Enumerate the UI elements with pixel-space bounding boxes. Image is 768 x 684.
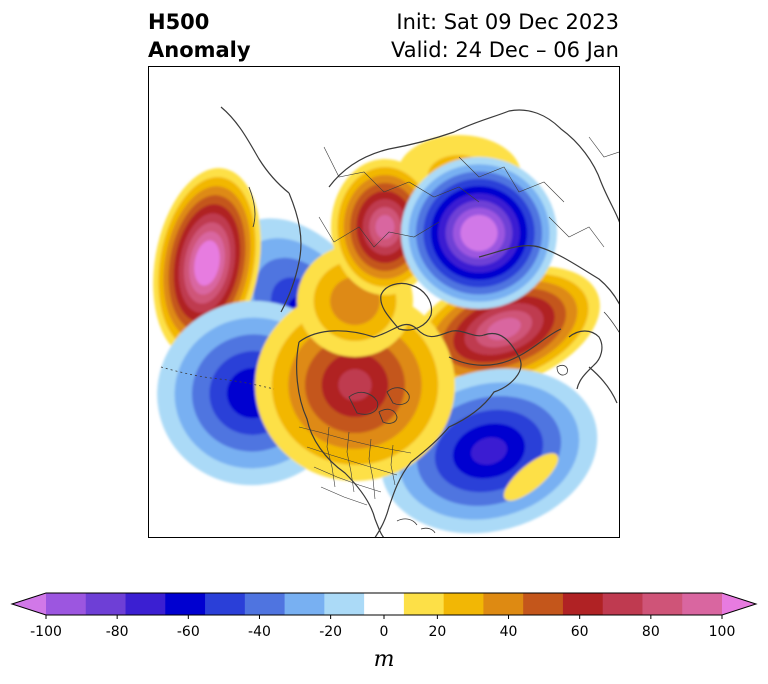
coastlines <box>160 106 619 537</box>
anomaly-band <box>467 222 491 244</box>
colorbar-tick-label: 40 <box>499 624 518 640</box>
colorbar-tick-label: -60 <box>176 624 200 640</box>
colorbar-segment <box>682 593 723 615</box>
colorbar-segment <box>443 593 484 615</box>
colorbar-segment <box>165 593 206 615</box>
colorbar-segment <box>562 593 604 615</box>
title-right: Init: Sat 09 Dec 2023 Valid: 24 Dec – 06… <box>391 8 619 64</box>
colorbar-tick-label: -100 <box>30 624 62 640</box>
colorbar-tick-label: -80 <box>105 624 129 640</box>
colorbar-segment <box>85 593 127 615</box>
title-left: H500 Anomaly <box>148 8 251 64</box>
anomaly-band <box>375 215 395 239</box>
colorbar-tick-label: -40 <box>248 624 271 640</box>
colorbar-tick-label: 60 <box>570 624 589 640</box>
init-date: Init: Sat 09 Dec 2023 <box>396 10 619 34</box>
anomaly-band <box>338 369 372 401</box>
colorbar-tick-label: 100 <box>708 624 736 640</box>
anomaly-center <box>401 157 557 309</box>
colorbar-segment <box>125 593 166 615</box>
variable-title: H500 <box>148 10 210 34</box>
colorbar-tick-label: -20 <box>319 624 343 640</box>
colorbar-segment <box>523 593 564 615</box>
anomaly-center <box>255 289 455 481</box>
colorbar-segment <box>364 593 405 615</box>
colorbar-segment <box>602 593 643 615</box>
map-canvas <box>153 106 619 537</box>
colorbar-ticks <box>45 615 723 619</box>
colorbar-segment <box>205 593 246 615</box>
colorbar-unit-label: m <box>373 647 395 672</box>
anomaly-band <box>470 437 508 465</box>
colorbar-segment <box>642 593 683 615</box>
anomaly-band <box>503 453 559 501</box>
colorbar-segment <box>284 593 325 615</box>
field-title: Anomaly <box>148 38 251 62</box>
colorbar-segment <box>483 593 524 615</box>
colorbar-segment <box>46 593 87 615</box>
colorbar-extend-low <box>12 593 46 615</box>
colorbar-segments <box>12 593 756 615</box>
anomaly-center <box>503 453 559 501</box>
colorbar-tick-label: 20 <box>428 624 447 640</box>
colorbar-outline <box>10 592 758 616</box>
colorbar-tick-label: 0 <box>379 624 389 640</box>
anomaly-band <box>487 317 521 341</box>
colorbar-tick-label: 80 <box>641 624 660 640</box>
colorbar-segment <box>244 593 286 615</box>
colorbar-extend-high <box>722 593 756 615</box>
valid-range: Valid: 24 Dec – 06 Jan <box>390 38 619 62</box>
colorbar-segment <box>403 593 445 615</box>
colorbar <box>10 592 758 619</box>
anomaly-map <box>148 66 620 538</box>
anomaly-band <box>199 249 215 277</box>
colorbar-segment <box>324 593 365 615</box>
anomaly-contours <box>153 135 600 534</box>
